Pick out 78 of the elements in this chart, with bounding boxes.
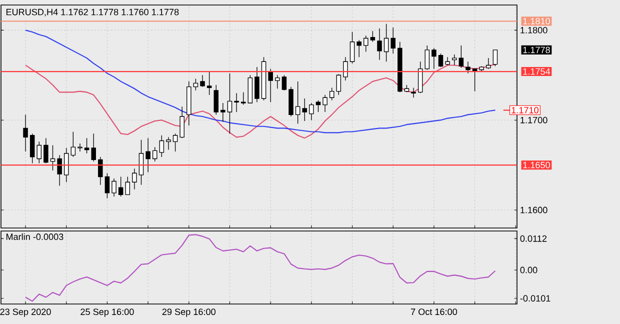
candlestick xyxy=(370,30,376,42)
candlestick xyxy=(172,133,178,152)
ref-line-label: 1.1810 xyxy=(523,18,550,24)
candlestick xyxy=(23,114,28,152)
candlestick xyxy=(152,146,158,162)
candlestick xyxy=(458,45,464,68)
y-tick-label: 0.0112 xyxy=(520,235,547,242)
candlestick xyxy=(112,178,116,197)
candlestick xyxy=(418,61,423,94)
candlestick xyxy=(390,27,396,54)
x-tick-label: 25 Sep 16:00 xyxy=(80,308,134,317)
candlestick xyxy=(309,102,314,120)
x-tick-label: 7 Oct 16:00 xyxy=(410,308,458,316)
candlestick xyxy=(466,61,470,74)
candlestick xyxy=(356,40,362,58)
candlestick xyxy=(452,54,457,66)
candlestick xyxy=(254,66,260,102)
candlestick xyxy=(275,74,280,89)
candlestick xyxy=(227,73,232,134)
candlestick xyxy=(44,138,48,164)
candlestick xyxy=(206,71,212,96)
candlestick xyxy=(424,45,430,70)
candlestick xyxy=(200,74,205,88)
candlestick xyxy=(432,48,436,70)
y-tick-label: 1.1600 xyxy=(520,206,548,214)
candlestick xyxy=(343,56,348,81)
candlestick xyxy=(240,92,246,106)
y-tick-label: 0.00 xyxy=(520,266,538,274)
candlestick xyxy=(329,87,334,101)
candlestick xyxy=(350,32,355,64)
candlestick xyxy=(30,133,35,164)
candlestick xyxy=(302,98,307,122)
candlestick xyxy=(180,106,184,138)
candlestick xyxy=(138,140,144,186)
x-tick-label: 23 Sep 2020 xyxy=(0,308,51,317)
candlestick xyxy=(166,136,171,150)
candlestick xyxy=(70,131,76,158)
candlestick xyxy=(36,141,42,164)
candlestick xyxy=(336,74,342,96)
candlestick xyxy=(64,148,69,182)
candlestick xyxy=(322,94,328,112)
y-tick-label: 1.1800 xyxy=(520,26,548,34)
candlestick xyxy=(268,68,273,102)
x-tick-label: 29 Sep 16:00 xyxy=(162,308,216,317)
candlestick xyxy=(50,144,56,171)
candlestick xyxy=(118,176,124,197)
chart-title: EURUSD,H4 1.1762 1.1778 1.1760 1.1778 xyxy=(6,8,179,16)
text: 1.1710 xyxy=(512,106,538,114)
ref-line-label: 1.1650 xyxy=(523,162,550,168)
candlestick xyxy=(91,133,96,162)
y-tick-label: 1.1700 xyxy=(520,116,548,124)
candlestick xyxy=(295,81,300,124)
candlestick xyxy=(364,35,368,52)
candlestick xyxy=(57,154,62,186)
candlestick xyxy=(84,138,90,154)
ref-line-label: 1.1754 xyxy=(523,68,550,75)
candlestick xyxy=(384,24,389,62)
candlestick xyxy=(438,53,444,68)
candlestick xyxy=(486,58,491,70)
y-tick-label: -0.0101 xyxy=(520,295,550,302)
candlestick xyxy=(132,168,137,190)
candlestick xyxy=(159,135,164,158)
candlestick xyxy=(146,138,150,173)
candlestick xyxy=(220,102,226,122)
chart-title: Marlin -0.0003 xyxy=(6,233,64,240)
candlestick xyxy=(125,176,130,196)
candlestick xyxy=(78,143,82,152)
candlestick xyxy=(492,50,498,66)
candlestick xyxy=(377,28,382,60)
candlestick xyxy=(214,84,218,116)
text: 1.1778 xyxy=(523,46,550,54)
candlestick xyxy=(282,74,287,91)
candlestick xyxy=(234,92,239,112)
candlestick xyxy=(98,156,103,186)
candlestick xyxy=(411,87,416,98)
candlestick xyxy=(104,172,110,199)
candlestick xyxy=(193,78,198,91)
candlestick xyxy=(445,56,450,66)
